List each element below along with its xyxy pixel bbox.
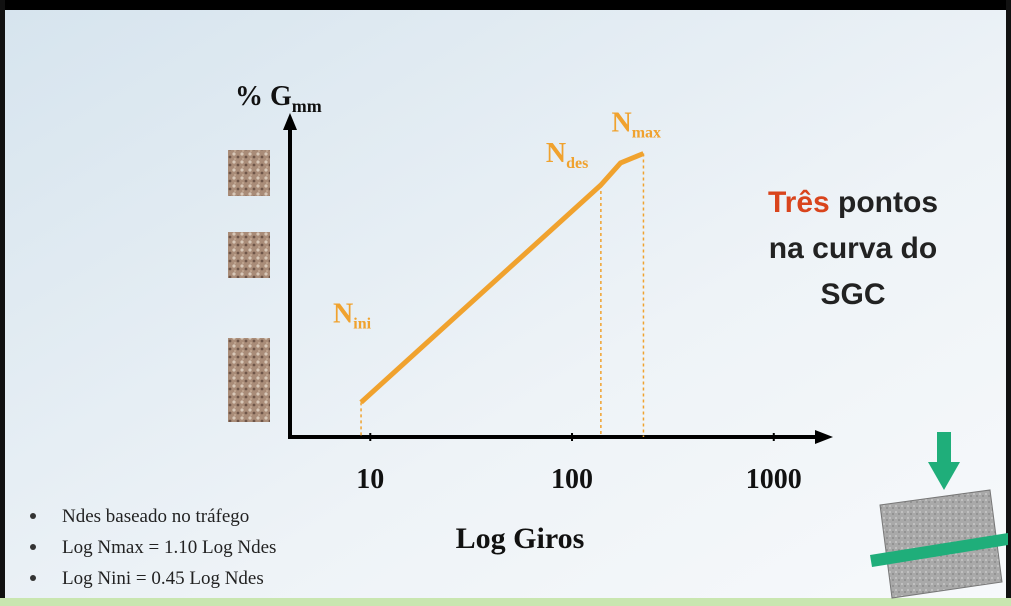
x-tick-label: 100 bbox=[551, 464, 593, 495]
bullet bbox=[30, 544, 36, 550]
right-border bbox=[1006, 0, 1011, 606]
sample-image bbox=[228, 232, 270, 278]
bullet bbox=[30, 575, 36, 581]
note: Log Nini = 0.45 Log Ndes bbox=[62, 568, 264, 589]
x-axis-label: Log Giros bbox=[456, 522, 585, 555]
annotation-text: pontos bbox=[838, 186, 938, 219]
left-border bbox=[0, 0, 5, 606]
x-tick-label: 10 bbox=[356, 464, 384, 495]
note: Log Nmax = 1.10 Log Ndes bbox=[62, 537, 276, 558]
annotation-highlight: Três bbox=[768, 186, 830, 219]
point-label-sub: max bbox=[632, 125, 661, 142]
sample-image bbox=[228, 338, 270, 422]
annotation-line: na curva do bbox=[769, 232, 937, 265]
y-label-sub: mm bbox=[292, 96, 322, 116]
top-border bbox=[0, 0, 1011, 10]
y-label-main: % G bbox=[235, 81, 292, 112]
sample-image bbox=[228, 150, 270, 196]
point-label-main: N bbox=[611, 108, 631, 139]
point-label-main: N bbox=[333, 298, 353, 329]
point-label-sub: des bbox=[566, 155, 588, 172]
note: Ndes baseado no tráfego bbox=[62, 506, 249, 527]
annotation-line: Três pontos bbox=[768, 186, 938, 219]
point-label-sub: ini bbox=[353, 315, 371, 332]
annotation-line: SGC bbox=[820, 278, 885, 311]
x-tick-label: 1000 bbox=[746, 464, 802, 495]
page: % Gmm Log Giros Três pontos na curva do … bbox=[0, 0, 1011, 606]
bottom-strip bbox=[0, 598, 1011, 606]
slide: % Gmm Log Giros Três pontos na curva do … bbox=[0, 0, 1011, 606]
point-label-main: N bbox=[546, 138, 566, 169]
bullet bbox=[30, 513, 36, 519]
